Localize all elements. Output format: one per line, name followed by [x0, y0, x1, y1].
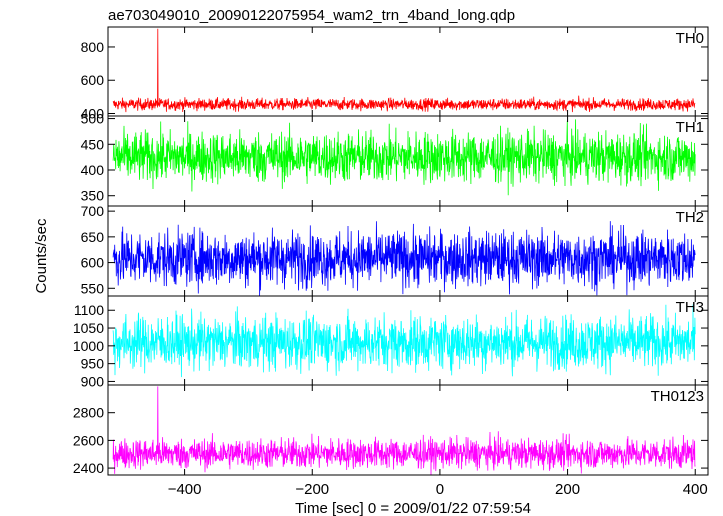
panel-th0: 400 600 800 TH0	[81, 26, 709, 122]
series-th3	[112, 304, 696, 378]
panel-label: TH1	[676, 119, 704, 136]
series-th0123	[112, 386, 696, 475]
y-tick-label: 500	[81, 111, 105, 127]
x-tick-label: −200	[295, 481, 329, 498]
y-tick-label: 2400	[73, 460, 104, 476]
panel-label: TH3	[676, 299, 704, 316]
series-th2	[112, 221, 696, 296]
panel-th1: 350 400 450 500 TH1	[81, 111, 709, 207]
series-th1	[112, 119, 696, 196]
y-tick-label: 550	[81, 280, 105, 296]
panels-group: 400 600 800 TH0 350 400 450 500 TH1 550 600 650 700 T…	[73, 26, 709, 498]
y-axis-label: Counts/sec	[33, 218, 50, 294]
y-tick-label: 2800	[73, 405, 104, 421]
y-tick-label: 400	[81, 162, 105, 178]
panel-label: TH2	[676, 209, 704, 226]
panel-label: TH0	[676, 30, 704, 47]
panel-th2: 550 600 650 700 TH2	[81, 203, 709, 297]
panel-label: TH0123	[651, 388, 704, 405]
y-tick-label: 650	[81, 229, 105, 245]
y-tick-label: 2600	[73, 432, 104, 448]
y-tick-label: 1000	[73, 338, 104, 354]
y-tick-label: 400	[81, 106, 105, 122]
x-tick-label: −400	[168, 481, 202, 498]
x-tick-label: 0	[436, 481, 444, 498]
y-tick-label: 1050	[73, 320, 104, 336]
panel-th0123: 2400 2600 2800 TH0123	[73, 384, 709, 476]
y-tick-label: 350	[81, 188, 105, 204]
y-tick-label: 600	[81, 72, 105, 88]
x-tick-label: 200	[555, 481, 580, 498]
panel-frame	[107, 384, 709, 476]
y-tick-label: 800	[81, 39, 105, 55]
y-tick-label: 900	[81, 373, 105, 389]
series-th0	[112, 28, 696, 113]
x-axis-label: Time [sec] 0 = 2009/01/22 07:59:54	[295, 500, 531, 516]
y-tick-label: 950	[81, 356, 105, 372]
chart-title: ae703049010_20090122075954_wam2_trn_4ban…	[108, 7, 515, 24]
y-tick-label: 700	[81, 203, 105, 219]
y-tick-label: 1100	[74, 302, 104, 318]
y-tick-label: 450	[81, 136, 105, 152]
y-tick-label: 600	[81, 255, 105, 271]
x-tick-label: 400	[683, 481, 708, 498]
